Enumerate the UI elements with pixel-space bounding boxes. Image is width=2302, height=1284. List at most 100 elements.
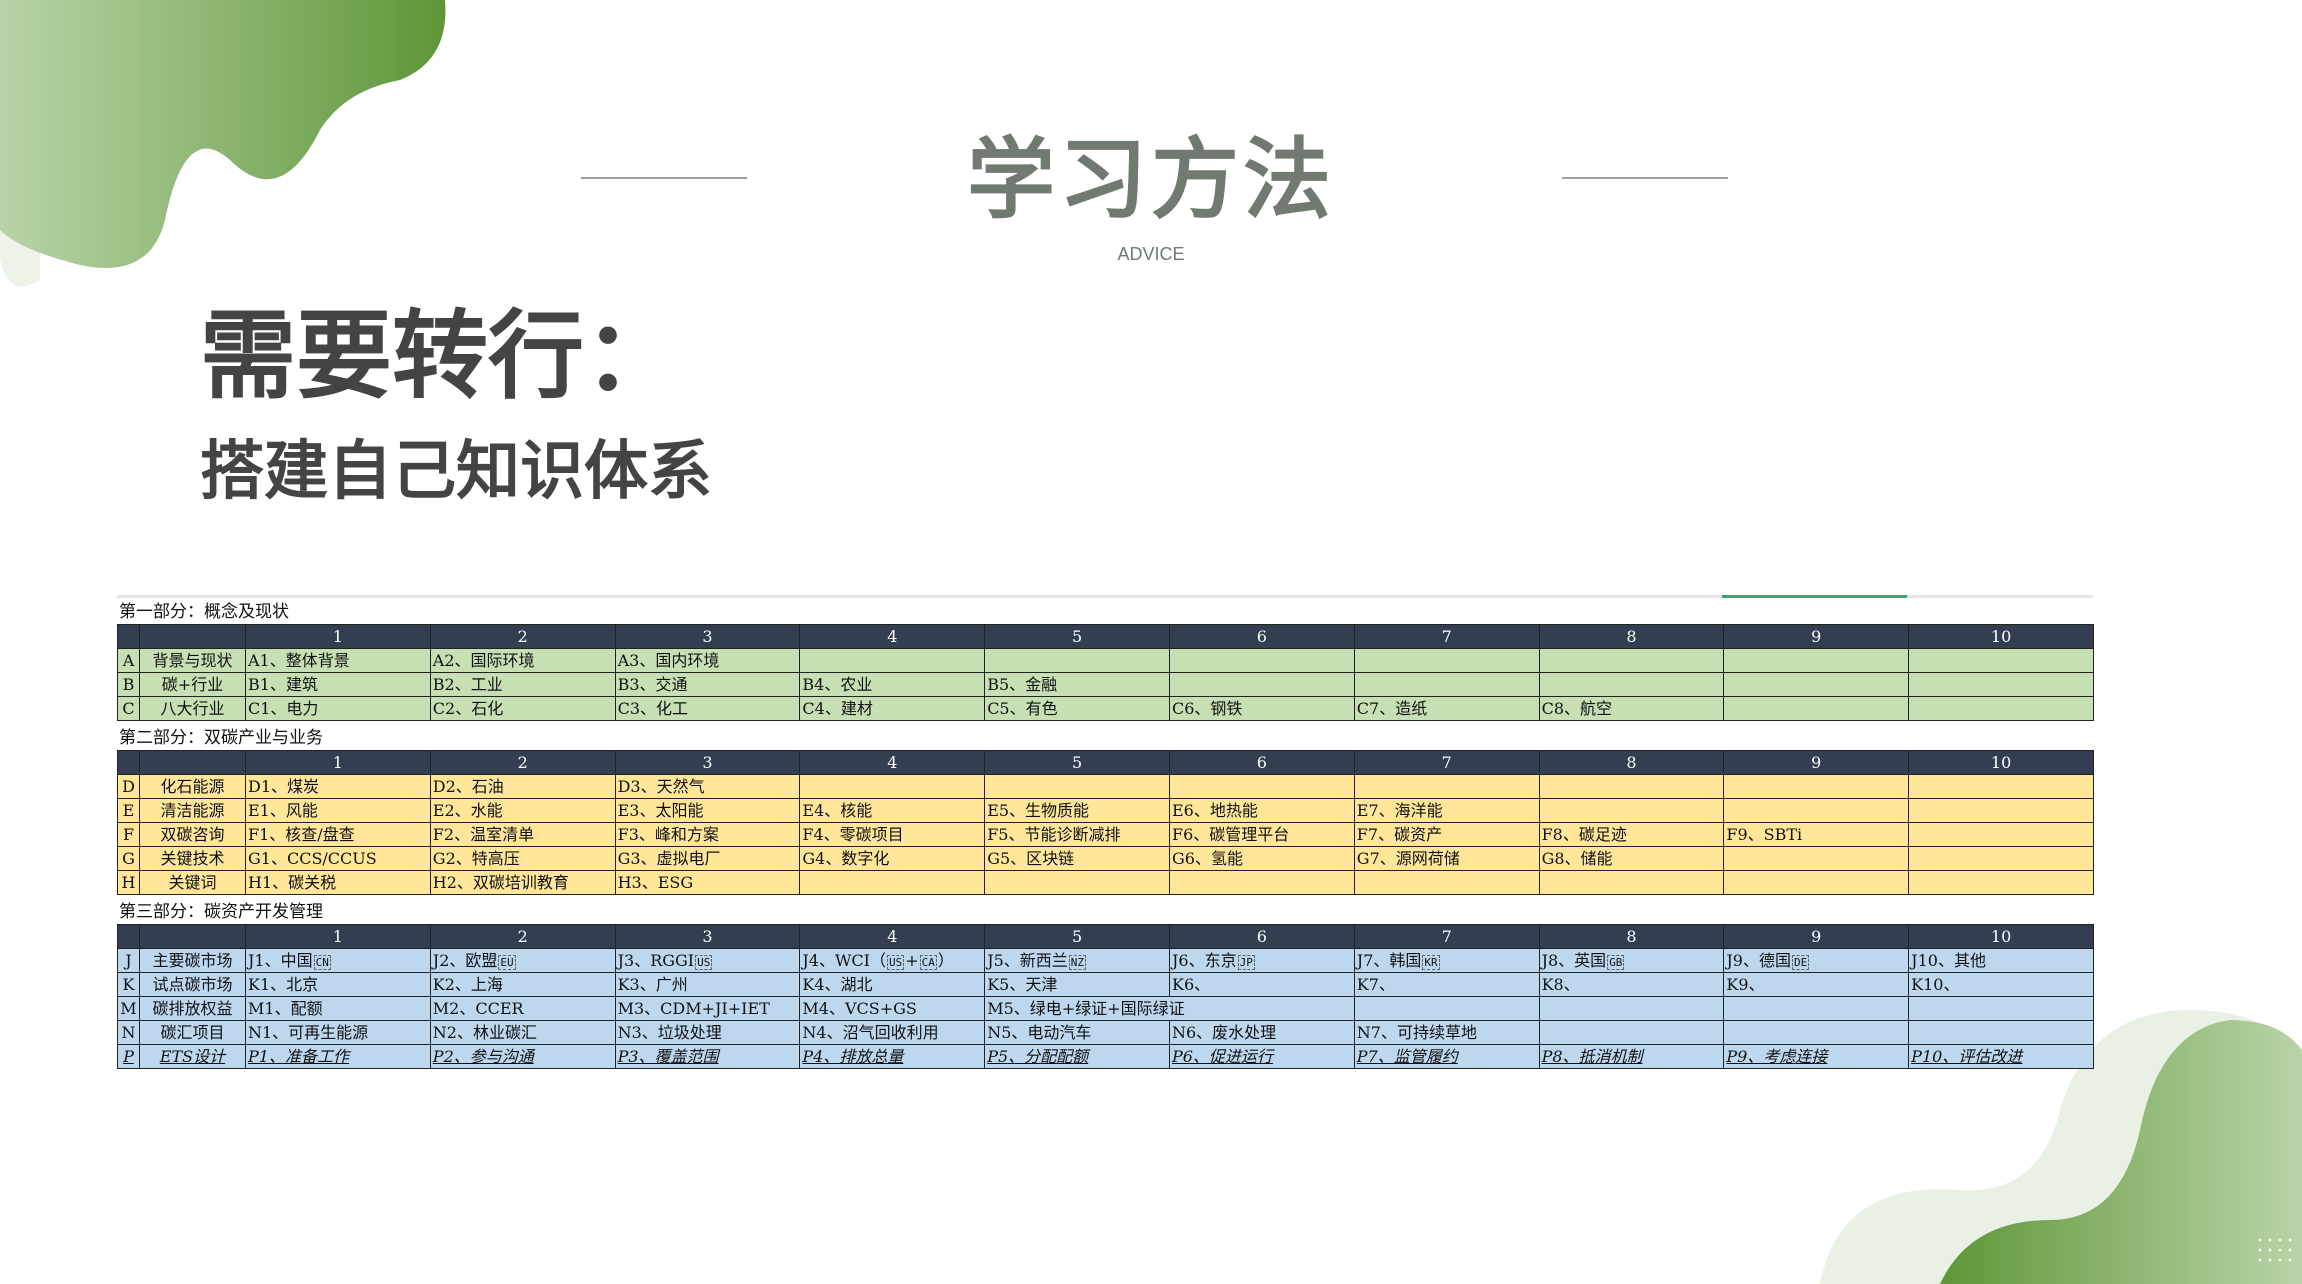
row-category[interactable]: 背景与现状 bbox=[139, 648, 246, 673]
table-cell[interactable]: N7、可持续草地 bbox=[1353, 1020, 1540, 1045]
header-cell[interactable] bbox=[139, 750, 246, 775]
row-category[interactable]: 关键词 bbox=[139, 870, 246, 895]
table-cell[interactable]: C7、造纸 bbox=[1353, 696, 1540, 721]
table-cell[interactable] bbox=[1908, 846, 2094, 871]
header-cell[interactable] bbox=[139, 624, 246, 649]
table-cell[interactable]: G1、CCS/CCUS bbox=[245, 846, 431, 871]
row-letter[interactable]: B bbox=[117, 672, 140, 697]
row-letter[interactable]: A bbox=[117, 648, 140, 673]
table-cell[interactable]: B2、工业 bbox=[429, 672, 616, 697]
column-header[interactable]: 8 bbox=[1538, 624, 1725, 649]
table-cell[interactable] bbox=[1908, 648, 2094, 673]
table-cell[interactable] bbox=[1723, 672, 1910, 697]
table-cell[interactable] bbox=[1908, 870, 2094, 895]
table-cell[interactable]: M1、配额 bbox=[245, 996, 431, 1021]
table-cell[interactable]: J4、WCI（ US + CA） bbox=[799, 948, 986, 973]
column-header[interactable]: 3 bbox=[614, 750, 801, 775]
column-header[interactable]: 3 bbox=[614, 624, 801, 649]
table-cell[interactable]: E1、风能 bbox=[245, 798, 431, 823]
table-cell[interactable] bbox=[1168, 672, 1355, 697]
table-cell[interactable]: N6、废水处理 bbox=[1168, 1020, 1355, 1045]
table-cell[interactable]: M5、绿电+绿证+国际绿证 bbox=[984, 996, 1355, 1021]
column-header[interactable]: 8 bbox=[1538, 750, 1725, 775]
row-letter[interactable]: P bbox=[117, 1044, 140, 1069]
table-cell[interactable]: G5、区块链 bbox=[984, 846, 1170, 871]
table-cell[interactable]: E5、生物质能 bbox=[984, 798, 1170, 823]
table-cell[interactable]: J2、欧盟 EU bbox=[429, 948, 616, 973]
table-cell[interactable]: F1、核查/盘查 bbox=[245, 822, 431, 847]
table-cell[interactable] bbox=[1538, 1020, 1725, 1045]
table-cell[interactable]: G4、数字化 bbox=[799, 846, 986, 871]
row-category[interactable]: 碳+行业 bbox=[139, 672, 246, 697]
table-cell[interactable]: J7、韩国 KR bbox=[1353, 948, 1540, 973]
column-header[interactable]: 9 bbox=[1723, 924, 1910, 949]
header-cell[interactable] bbox=[139, 924, 246, 949]
column-header[interactable]: 5 bbox=[984, 750, 1170, 775]
table-cell[interactable]: A3、国内环境 bbox=[614, 648, 801, 673]
table-cell[interactable] bbox=[1353, 774, 1540, 799]
table-cell[interactable]: P2、参与沟通 bbox=[429, 1044, 616, 1069]
row-category[interactable]: 双碳咨询 bbox=[139, 822, 246, 847]
table-cell[interactable]: P4、排放总量 bbox=[799, 1044, 986, 1069]
header-cell[interactable] bbox=[117, 624, 140, 649]
table-cell[interactable] bbox=[1353, 672, 1540, 697]
header-cell[interactable] bbox=[117, 924, 140, 949]
table-cell[interactable]: F5、节能诊断减排 bbox=[984, 822, 1170, 847]
table-cell[interactable] bbox=[1908, 774, 2094, 799]
table-cell[interactable] bbox=[1168, 648, 1355, 673]
table-cell[interactable]: K7、 bbox=[1353, 972, 1540, 997]
table-cell[interactable] bbox=[799, 648, 986, 673]
table-cell[interactable] bbox=[1353, 648, 1540, 673]
table-cell[interactable]: J1、中国 CN bbox=[245, 948, 431, 973]
table-cell[interactable]: F7、碳资产 bbox=[1353, 822, 1540, 847]
table-cell[interactable]: K1、北京 bbox=[245, 972, 431, 997]
table-cell[interactable]: C8、航空 bbox=[1538, 696, 1725, 721]
table-cell[interactable] bbox=[1723, 846, 1910, 871]
table-cell[interactable]: F2、温室清单 bbox=[429, 822, 616, 847]
table-cell[interactable] bbox=[1723, 648, 1910, 673]
table-cell[interactable]: K3、广州 bbox=[614, 972, 801, 997]
table-cell[interactable]: E6、地热能 bbox=[1168, 798, 1355, 823]
table-cell[interactable]: A1、整体背景 bbox=[245, 648, 431, 673]
table-cell[interactable]: H2、双碳培训教育 bbox=[429, 870, 616, 895]
row-letter[interactable]: J bbox=[117, 948, 140, 973]
table-cell[interactable]: M4、VCS+GS bbox=[799, 996, 986, 1021]
table-cell[interactable]: E2、水能 bbox=[429, 798, 616, 823]
table-cell[interactable]: K4、湖北 bbox=[799, 972, 986, 997]
table-cell[interactable] bbox=[1908, 996, 2094, 1021]
table-cell[interactable]: N2、林业碳汇 bbox=[429, 1020, 616, 1045]
table-cell[interactable]: N3、垃圾处理 bbox=[614, 1020, 801, 1045]
table-cell[interactable]: P1、准备工作 bbox=[245, 1044, 431, 1069]
table-cell[interactable] bbox=[1538, 774, 1725, 799]
table-cell[interactable] bbox=[1723, 1020, 1910, 1045]
table-cell[interactable]: C2、石化 bbox=[429, 696, 616, 721]
table-cell[interactable]: G8、储能 bbox=[1538, 846, 1725, 871]
column-header[interactable]: 10 bbox=[1908, 924, 2094, 949]
table-cell[interactable]: F9、SBTi bbox=[1723, 822, 1910, 847]
table-cell[interactable] bbox=[1538, 996, 1725, 1021]
column-header[interactable]: 10 bbox=[1908, 624, 2094, 649]
table-cell[interactable] bbox=[984, 774, 1170, 799]
column-header[interactable]: 9 bbox=[1723, 624, 1910, 649]
table-cell[interactable]: J5、新西兰 NZ bbox=[984, 948, 1170, 973]
row-category[interactable]: 碳汇项目 bbox=[139, 1020, 246, 1045]
row-category[interactable]: 关键技术 bbox=[139, 846, 246, 871]
table-cell[interactable]: J10、其他 bbox=[1908, 948, 2094, 973]
row-category[interactable]: ETS设计 bbox=[139, 1044, 246, 1069]
table-cell[interactable]: H1、碳关税 bbox=[245, 870, 431, 895]
table-cell[interactable]: E4、核能 bbox=[799, 798, 986, 823]
table-cell[interactable]: K10、 bbox=[1908, 972, 2094, 997]
table-cell[interactable] bbox=[1723, 996, 1910, 1021]
table-cell[interactable]: K8、 bbox=[1538, 972, 1725, 997]
row-category[interactable]: 化石能源 bbox=[139, 774, 246, 799]
table-cell[interactable] bbox=[1908, 672, 2094, 697]
column-header[interactable]: 5 bbox=[984, 924, 1170, 949]
table-cell[interactable]: C1、电力 bbox=[245, 696, 431, 721]
row-category[interactable]: 八大行业 bbox=[139, 696, 246, 721]
column-header[interactable]: 7 bbox=[1353, 750, 1540, 775]
table-cell[interactable]: P6、促进运行 bbox=[1168, 1044, 1355, 1069]
column-header[interactable]: 6 bbox=[1168, 924, 1355, 949]
table-cell[interactable]: D3、天然气 bbox=[614, 774, 801, 799]
column-header[interactable]: 2 bbox=[429, 750, 616, 775]
table-cell[interactable] bbox=[984, 648, 1170, 673]
